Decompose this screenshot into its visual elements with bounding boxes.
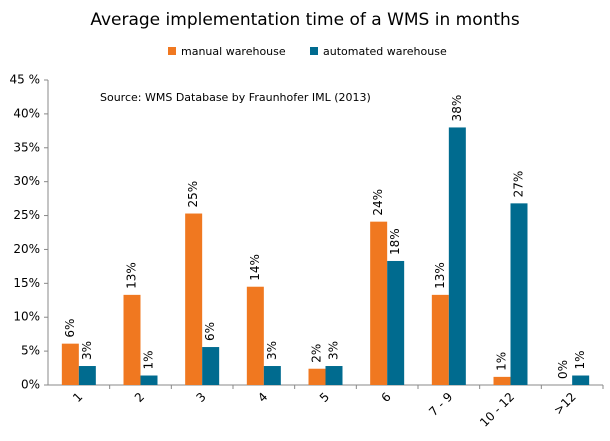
bar [140,375,158,385]
value-label: 24% [371,189,385,216]
x-tick-label: >12 [551,390,579,418]
bar [325,366,343,385]
bar [246,286,264,385]
chart-title: Average implementation time of a WMS in … [90,10,519,30]
value-label: 25% [186,181,200,208]
bar [448,127,466,385]
value-label: 13% [125,262,139,289]
value-label: 1% [495,352,509,371]
bar [387,260,405,385]
x-tick-label: 7 - 9 [426,390,455,419]
value-label: 14% [248,254,262,281]
x-tick-label: 5 [317,390,332,405]
bar [61,343,79,385]
source-note: Source: WMS Database by Fraunhofer IML (… [100,91,371,104]
y-tick-label: 5% [21,344,40,358]
value-label: 27% [512,171,526,198]
y-tick-label: 45 % [10,73,41,87]
x-tick-label: 3 [193,390,208,405]
y-tick-label: 10% [13,310,40,324]
legend-swatch [168,47,176,55]
legend-swatch [310,47,318,55]
bar [263,366,281,385]
legend-label: manual warehouse [181,45,286,58]
value-label: 0% [556,360,570,379]
legend-label: automated warehouse [323,45,447,58]
value-label: 3% [265,341,279,360]
y-tick-label: 25% [13,208,40,222]
bar [308,368,326,385]
value-label: 2% [310,344,324,363]
value-label: 13% [433,262,447,289]
y-tick-label: 40% [13,106,40,120]
bar [202,347,220,385]
bar [572,375,590,385]
value-label: 6% [203,322,217,341]
bar [510,203,528,385]
y-tick-label: 35% [13,140,40,154]
x-tick-label: 6 [378,390,393,405]
bar [78,366,96,385]
bar [185,213,203,385]
value-label: 18% [388,228,402,255]
bar [123,294,141,385]
x-tick-label: 4 [255,390,270,405]
value-label: 3% [327,341,341,360]
value-label: 6% [63,319,77,338]
x-tick-label: 2 [132,390,147,405]
bar [370,221,388,385]
y-tick-label: 30% [13,174,40,188]
value-label: 3% [80,341,94,360]
y-tick-label: 20% [13,242,40,256]
y-tick-label: 0% [21,378,40,392]
bar [431,294,449,385]
value-label: 1% [573,350,587,369]
x-tick-label: 1 [70,390,85,405]
value-label: 38% [450,95,464,122]
bar [493,376,511,385]
y-tick-label: 15% [13,276,40,290]
value-label: 1% [142,350,156,369]
x-tick-label: 10 - 12 [477,390,517,430]
